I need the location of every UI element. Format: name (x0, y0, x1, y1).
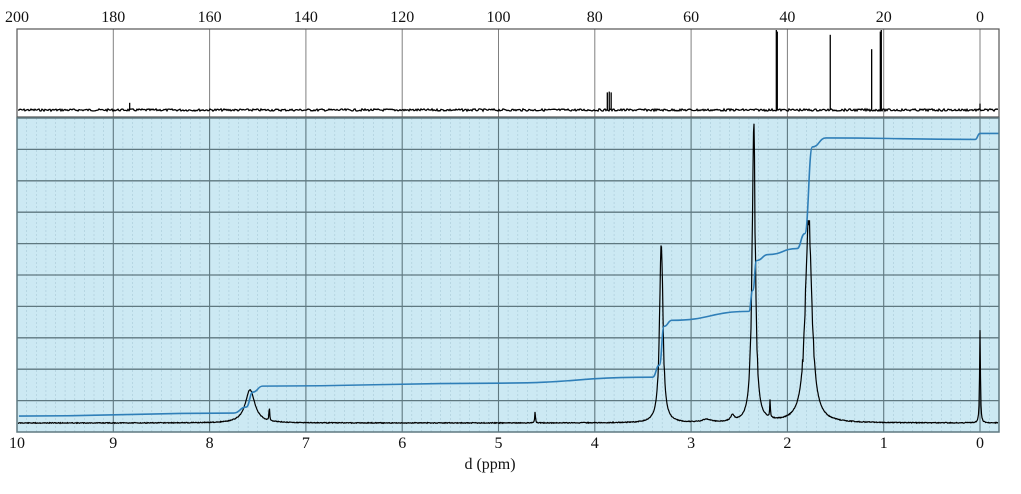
h1-frame (16, 117, 1000, 433)
c13-tick-label: 160 (198, 9, 222, 26)
c13-spectrum-panel (16, 28, 1000, 118)
c13-tick-label: 180 (101, 9, 125, 26)
h1-tick-label: 10 (9, 435, 25, 452)
c13-tick-label: 120 (390, 9, 414, 26)
h1-tick-label: 7 (302, 435, 310, 452)
h1-tick-label: 4 (591, 435, 599, 452)
h1-tick-label: 9 (109, 435, 117, 452)
h1-axis-tick-labels: 10 9 8 7 6 5 4 3 2 1 0 (9, 435, 984, 452)
c13-tick-label: 0 (976, 9, 984, 26)
h1-spectrum-panel (16, 117, 1000, 433)
c13-tick-label: 60 (683, 9, 699, 26)
c13-tick-label: 200 (5, 9, 29, 26)
c13-baseline (17, 107, 998, 113)
h1-tick-label: 0 (976, 435, 984, 452)
h1-tick-label: 3 (687, 435, 695, 452)
h1-tick-label: 2 (783, 435, 791, 452)
c13-tick-label: 140 (294, 9, 318, 26)
c13-tick-label: 100 (487, 9, 511, 26)
c13-tick-label: 40 (779, 9, 795, 26)
c13-tick-label: 20 (876, 9, 892, 26)
c13-frame (16, 28, 1000, 118)
h1-tick-label: 1 (880, 435, 888, 452)
h1-tick-label: 6 (398, 435, 406, 452)
c13-axis-tick-labels: 200 180 160 140 120 100 80 60 40 20 0 (5, 9, 984, 26)
c13-tick-label: 80 (587, 9, 603, 26)
x-axis-label: d (ppm) (464, 456, 515, 473)
h1-tick-label: 8 (206, 435, 214, 452)
h1-spectrum-trace (17, 123, 999, 425)
integration-curve (18, 132, 1000, 417)
h1-tick-label: 5 (495, 435, 503, 452)
